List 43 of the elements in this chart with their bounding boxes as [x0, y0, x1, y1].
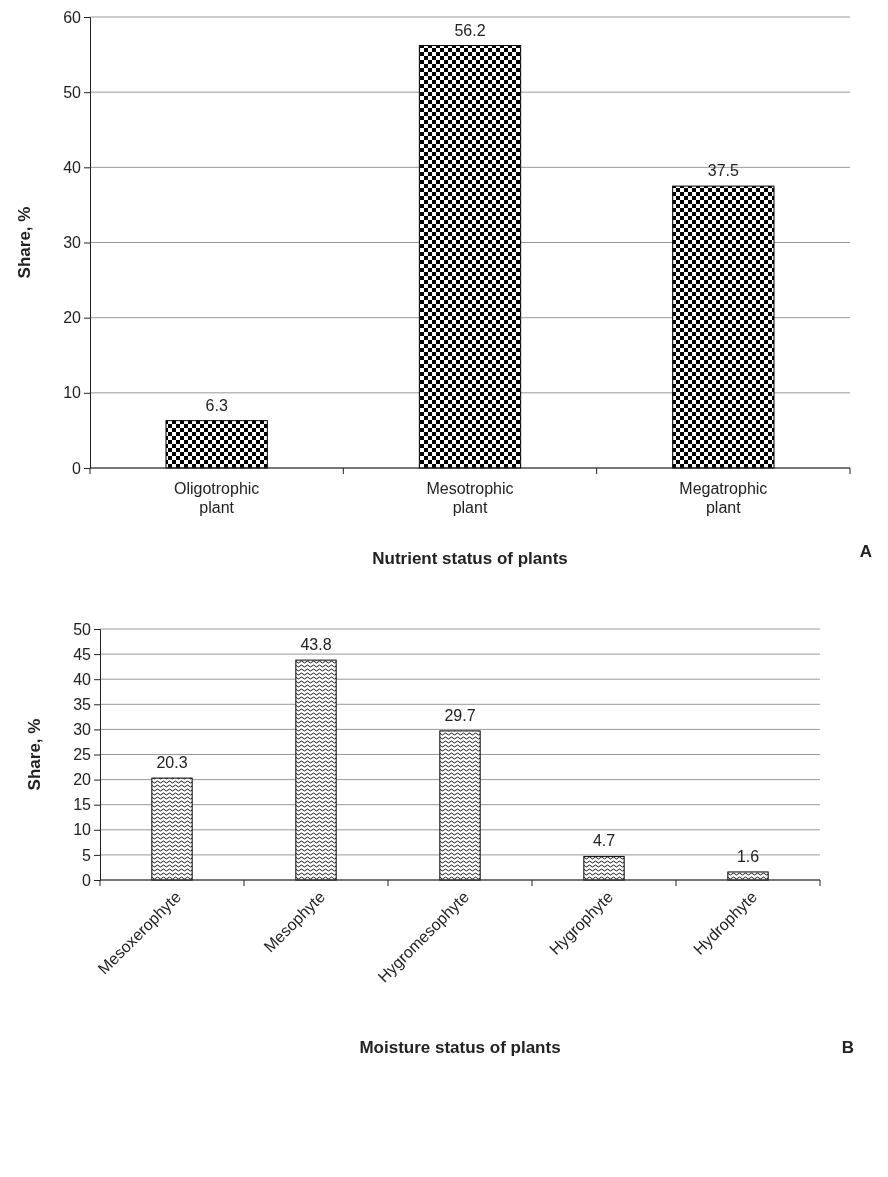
x-tick-label: Megatrophic plant [679, 480, 768, 516]
y-tick-label: 0 [72, 459, 82, 477]
y-tick-label: 30 [73, 721, 92, 739]
x-axis-title: Moisture status of plants [359, 1038, 561, 1057]
y-tick-label: 45 [73, 645, 92, 663]
bar [727, 871, 769, 881]
data-label: 56.2 [454, 21, 486, 39]
data-label: 37.5 [707, 162, 740, 180]
bar [418, 45, 522, 469]
y-tick-label: 30 [63, 234, 82, 252]
data-label: 29.7 [444, 706, 476, 724]
bar [672, 185, 775, 469]
y-tick-label: 20 [73, 771, 92, 789]
y-tick-label: 10 [73, 821, 92, 839]
x-tick-label: Mesotrophic plant [426, 480, 514, 516]
y-axis-title: Share, % [15, 206, 34, 279]
y-tick-label: 40 [73, 670, 92, 688]
data-label: 6.3 [205, 396, 228, 414]
bar [583, 855, 625, 881]
y-tick-label: 0 [82, 871, 92, 889]
bar [151, 777, 193, 881]
y-tick-label: 50 [63, 83, 82, 101]
y-tick-label: 5 [82, 846, 92, 864]
data-label: 4.7 [592, 832, 616, 850]
bar [165, 420, 268, 469]
bar [439, 730, 481, 881]
y-tick-label: 50 [73, 620, 92, 638]
y-axis-title: Share, % [25, 718, 44, 791]
y-tick-label: 20 [63, 309, 82, 327]
y-tick-label: 40 [63, 158, 82, 176]
y-tick-label: 25 [73, 746, 92, 764]
data-label: 1.6 [736, 847, 760, 865]
x-axis-title: Nutrient status of plants [372, 549, 568, 568]
x-tick-label: Oligotrophic plant [173, 480, 260, 516]
y-tick-label: 35 [73, 695, 92, 713]
y-tick-label: 10 [63, 384, 82, 402]
data-label: 43.8 [300, 636, 332, 654]
y-tick-label: 15 [73, 796, 92, 814]
y-tick-label: 60 [63, 8, 82, 26]
bar [295, 659, 337, 881]
text: A [859, 542, 873, 561]
data-label: 20.3 [156, 754, 188, 772]
text: B [841, 1038, 855, 1057]
